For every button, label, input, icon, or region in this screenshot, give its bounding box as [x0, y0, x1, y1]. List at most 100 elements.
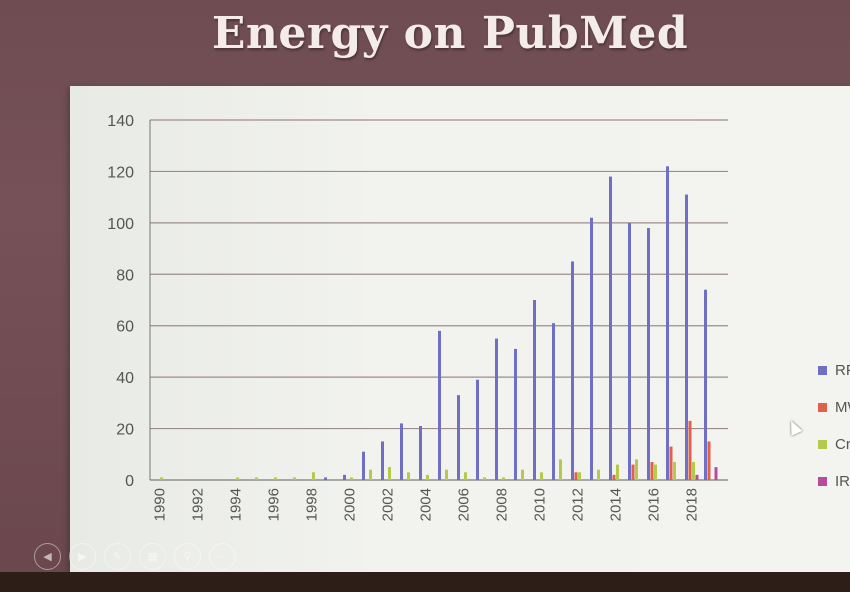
x-tick-label-2010: 2010	[532, 488, 549, 521]
y-tick-label-100: 100	[107, 216, 134, 233]
bar-cryo-2016	[654, 464, 657, 480]
pen-icon[interactable]: ✎	[104, 543, 131, 570]
bar-cryo-2007	[483, 477, 486, 480]
bar-rfa-2016	[647, 228, 650, 480]
bar-rfa-2003	[400, 423, 403, 480]
bar-rfa-2004	[419, 426, 422, 480]
bar-cryo-1997	[293, 477, 296, 480]
bar-rfa-2005	[438, 330, 441, 480]
x-tick-label-2016: 2016	[646, 488, 663, 521]
zoom-icon[interactable]: ⚲	[174, 543, 201, 570]
bar-cryo-1990	[160, 477, 163, 480]
legend-item-mwa: MWA	[818, 389, 850, 426]
bar-rfa-2007	[476, 379, 479, 480]
slideshow-controls: ◀ ▶ ✎ ▦ ⚲ ⋯	[34, 543, 236, 570]
y-tick-label-0: 0	[125, 473, 134, 490]
slide-title: Energy on PubMed	[211, 8, 689, 59]
bar-rfa-2001	[362, 451, 365, 480]
x-tick-label-2008: 2008	[494, 488, 511, 521]
bar-rfa-2011	[552, 323, 555, 480]
bar-mwa-2019	[707, 441, 711, 480]
x-tick-label-1996: 1996	[266, 488, 283, 521]
legend-label-ire: IRE	[835, 473, 850, 490]
bar-rfa-2009	[514, 348, 517, 480]
chart-panel: 0 20 40 60 80 100 120 140 1990 1992 1994 1996 1998 20…	[70, 86, 850, 572]
bar-cryo-2015	[635, 459, 638, 480]
prev-icon[interactable]: ◀	[34, 543, 61, 570]
bar-ire-2019	[714, 467, 718, 480]
bar-mwa-2014	[612, 474, 616, 480]
legend-swatch-ire	[818, 477, 827, 486]
bar-cryo-2010	[540, 472, 543, 480]
x-tick-label-2006: 2006	[456, 488, 473, 521]
bar-rfa-2000	[343, 474, 346, 480]
bar-rfa-2019	[704, 289, 707, 480]
next-icon[interactable]: ▶	[69, 543, 96, 570]
bar-cryo-2014	[616, 464, 619, 480]
x-tick-label-2000: 2000	[342, 488, 359, 521]
bar-cryo-2018	[692, 462, 695, 480]
bar-cryo-2013	[597, 469, 600, 480]
bar-cryo-2004	[426, 474, 429, 480]
bar-mwa-2016	[650, 462, 654, 480]
bar-cryo-1994	[236, 477, 239, 480]
bar-rfa-2008	[495, 338, 498, 480]
legend-swatch-rfa	[818, 366, 827, 375]
x-tick-label-1994: 1994	[228, 488, 245, 521]
bar-cryo-2012	[578, 472, 581, 480]
x-tick-label-2012: 2012	[570, 488, 587, 521]
x-tick-label-1992: 1992	[190, 488, 207, 521]
legend-swatch-mwa	[818, 403, 827, 412]
legend-label-mwa: MWA	[835, 399, 850, 416]
bar-rfa-2017	[666, 166, 669, 480]
bar-rfa-2002	[381, 441, 384, 480]
bar-cryo-2000	[350, 477, 353, 480]
bar-rfa-2014	[609, 176, 612, 481]
legend-item-cryo: Cryo	[818, 426, 850, 463]
y-tick-label-120: 120	[107, 164, 134, 181]
y-tick-label-40: 40	[116, 370, 134, 387]
bar-cryo-2009	[521, 469, 524, 480]
bar-cryo-2017	[673, 462, 676, 480]
y-tick-label-80: 80	[116, 267, 134, 284]
bar-rfa-2018	[685, 194, 688, 481]
bar-rfa-2015	[628, 222, 631, 480]
y-tick-label-20: 20	[116, 422, 134, 439]
legend-label-rfa: RFA	[835, 362, 850, 379]
legend-item-ire: IRE	[818, 463, 850, 500]
x-tick-label-2014: 2014	[608, 488, 625, 521]
bar-mwa-2012	[574, 472, 578, 480]
slides-icon[interactable]: ▦	[139, 543, 166, 570]
bar-cryo-2011	[559, 459, 562, 480]
x-tick-label-1990: 1990	[152, 488, 169, 521]
bar-cryo-2005	[445, 469, 448, 480]
legend-item-rfa: RFA	[818, 352, 850, 389]
legend-swatch-cryo	[818, 440, 827, 449]
bar-rfa-2010	[533, 300, 536, 480]
x-tick-label-2002: 2002	[380, 488, 397, 521]
x-tick-label-2004: 2004	[418, 488, 435, 521]
bar-rfa-1999	[324, 477, 327, 480]
bar-cryo-2002	[388, 467, 391, 480]
legend-label-cryo: Cryo	[835, 436, 850, 453]
bar-rfa-2006	[457, 395, 460, 480]
bar-rfa-2012	[571, 261, 574, 480]
x-tick-label-2018: 2018	[684, 488, 701, 521]
screen-bezel	[0, 572, 850, 592]
bar-cryo-2006	[464, 472, 467, 480]
x-tick-label-1998: 1998	[304, 488, 321, 521]
bar-cryo-1995	[255, 477, 258, 480]
bar-cryo-2008	[502, 477, 505, 480]
bar-mwa-2017	[669, 446, 673, 480]
bar-ire-2018	[695, 474, 699, 480]
chart-legend: RFA MWA Cryo IRE	[818, 352, 850, 500]
more-icon[interactable]: ⋯	[209, 543, 236, 570]
bar-cryo-2001	[369, 469, 372, 480]
bar-mwa-2015	[631, 464, 635, 480]
bar-rfa-2013	[590, 217, 593, 480]
bar-cryo-1998	[312, 472, 315, 480]
bar-cryo-1996	[274, 477, 277, 480]
bar-cryo-2003	[407, 472, 410, 480]
y-tick-label-140: 140	[107, 113, 134, 130]
